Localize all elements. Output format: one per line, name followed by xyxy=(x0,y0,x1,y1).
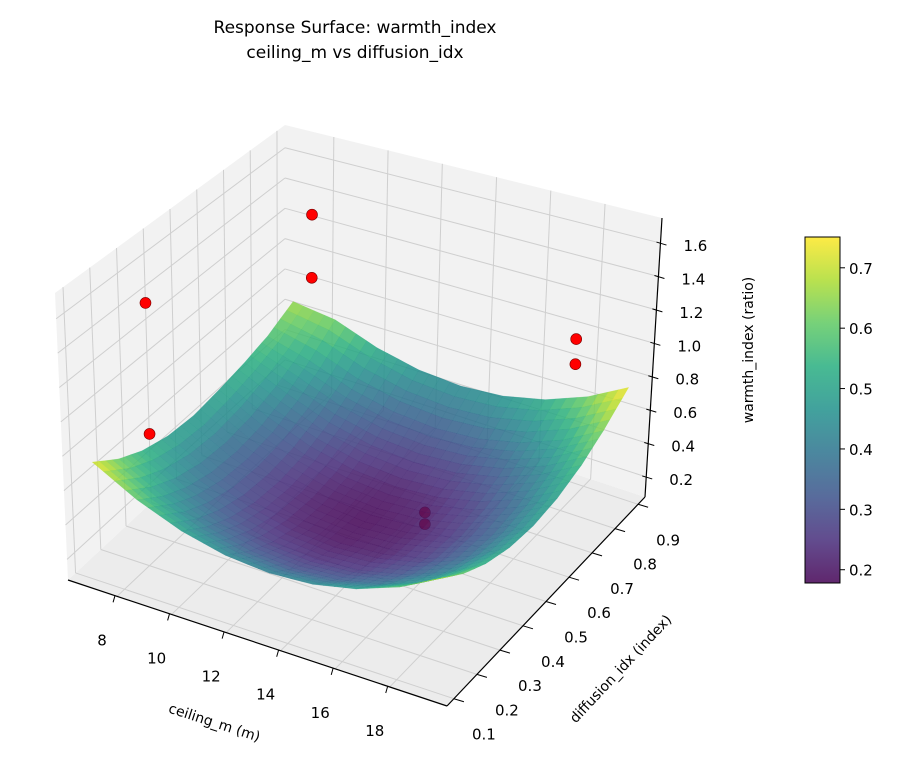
z-tick-mark xyxy=(646,408,657,413)
z-tick-label: 0.2 xyxy=(669,471,693,489)
z-gridline xyxy=(284,298,651,411)
response-surface xyxy=(91,301,630,590)
y-gridline xyxy=(100,548,478,675)
colorbar-frame xyxy=(804,236,841,584)
x-tick-mark xyxy=(330,667,334,675)
x-tick-label: 10 xyxy=(147,649,166,667)
tick-labels: 8 10 12 14 16 18 0.1 0.2 0.3 0.4 0.5 0.6 0.7 0.8 0.9 0.… xyxy=(97,237,707,744)
x-tick-label: 18 xyxy=(365,722,384,740)
x-axis-label: ceiling_m (m) xyxy=(166,701,262,746)
y-tick-mark xyxy=(453,698,465,703)
z-tick-label: 1.4 xyxy=(681,270,705,288)
z-tick-mark xyxy=(642,475,653,480)
y-gridline xyxy=(125,525,501,651)
y-tick-label: 0.1 xyxy=(472,726,496,744)
data-point xyxy=(143,428,156,440)
z-tick-mark xyxy=(644,442,655,447)
y-tick-mark xyxy=(522,625,534,630)
x-tick-mark xyxy=(221,631,225,639)
colorbar-tick-label: 0.2 xyxy=(849,562,873,580)
x-tick-label: 14 xyxy=(256,686,275,704)
y-tick-label: 0.4 xyxy=(541,653,565,671)
z-gridline xyxy=(58,207,286,388)
y-tick-label: 0.5 xyxy=(564,629,588,647)
y-tick-mark xyxy=(499,649,511,654)
data-point xyxy=(569,358,582,370)
chart-title-line-1: Response Surface: warmth_index xyxy=(214,18,497,38)
colorbar: 0.2 0.3 0.4 0.5 0.6 0.7 xyxy=(804,236,873,584)
z-tick-mark xyxy=(654,274,665,279)
z-tick-mark xyxy=(656,241,667,246)
axis-lines xyxy=(67,217,667,707)
x-tick-mark xyxy=(276,649,280,657)
z-tick-label: 1.0 xyxy=(677,337,701,355)
y-tick-mark xyxy=(614,528,626,533)
y-tick-mark xyxy=(591,552,603,557)
colorbar-tick-label: 0.5 xyxy=(849,381,873,399)
x-axis-line xyxy=(67,579,448,707)
z-tick-mark xyxy=(648,375,659,380)
colorbar-tick-label: 0.6 xyxy=(849,320,873,338)
y-tick-label: 0.8 xyxy=(633,556,657,574)
z-tick-mark xyxy=(652,308,663,313)
x-tick-mark xyxy=(385,685,389,694)
data-point xyxy=(570,333,582,345)
x-tick-label: 12 xyxy=(202,668,221,686)
y-gridline xyxy=(62,287,77,573)
y-gridline xyxy=(89,267,102,550)
chart-title-line-2: ceiling_m vs diffusion_idx xyxy=(246,43,463,63)
y-tick-label: 0.2 xyxy=(495,701,519,719)
y-tick-label: 0.7 xyxy=(610,580,634,598)
z-gridline xyxy=(62,268,286,457)
y-gridline xyxy=(75,572,455,700)
x-tick-label: 16 xyxy=(311,704,330,722)
z-tick-label: 1.2 xyxy=(679,304,703,322)
z-tick-label: 0.6 xyxy=(673,404,697,422)
y-tick-mark xyxy=(637,503,649,508)
data-point xyxy=(305,272,318,284)
z-gridline xyxy=(284,177,659,277)
z-gridline xyxy=(284,268,653,378)
colorbar-tick-label: 0.4 xyxy=(849,441,873,459)
z-axis-line xyxy=(644,217,663,498)
x-tick-mark xyxy=(112,595,116,603)
y-tick-label: 0.9 xyxy=(656,531,680,549)
z-gridline xyxy=(55,147,286,320)
x-tick-mark xyxy=(167,613,171,621)
z-axis-label: warmth_index (ratio) xyxy=(741,277,757,424)
z-gridline xyxy=(284,207,657,311)
z-gridline xyxy=(63,298,286,492)
y-tick-mark xyxy=(545,601,557,605)
y-tick-mark xyxy=(476,673,488,678)
colorbar-gradient xyxy=(805,237,840,583)
scatter-points-front xyxy=(139,208,582,440)
y-tick-label: 0.3 xyxy=(518,677,542,695)
z-tick-label: 1.6 xyxy=(683,237,707,255)
z-tick-mark xyxy=(650,341,661,346)
x-tick-label: 8 xyxy=(97,631,107,649)
z-gridline xyxy=(284,147,661,244)
colorbar-tick-label: 0.7 xyxy=(849,260,873,278)
y-tick-label: 0.6 xyxy=(587,604,611,622)
surface-facet xyxy=(429,577,446,581)
z-tick-label: 0.4 xyxy=(671,438,695,456)
data-point xyxy=(306,208,318,221)
y-tick-mark xyxy=(568,576,580,581)
z-gridline xyxy=(60,238,286,423)
z-gridline xyxy=(284,238,655,344)
z-tick-label: 0.8 xyxy=(675,371,699,389)
z-gridline xyxy=(57,177,286,354)
colorbar-tick-label: 0.3 xyxy=(849,501,873,519)
data-point xyxy=(139,297,152,309)
